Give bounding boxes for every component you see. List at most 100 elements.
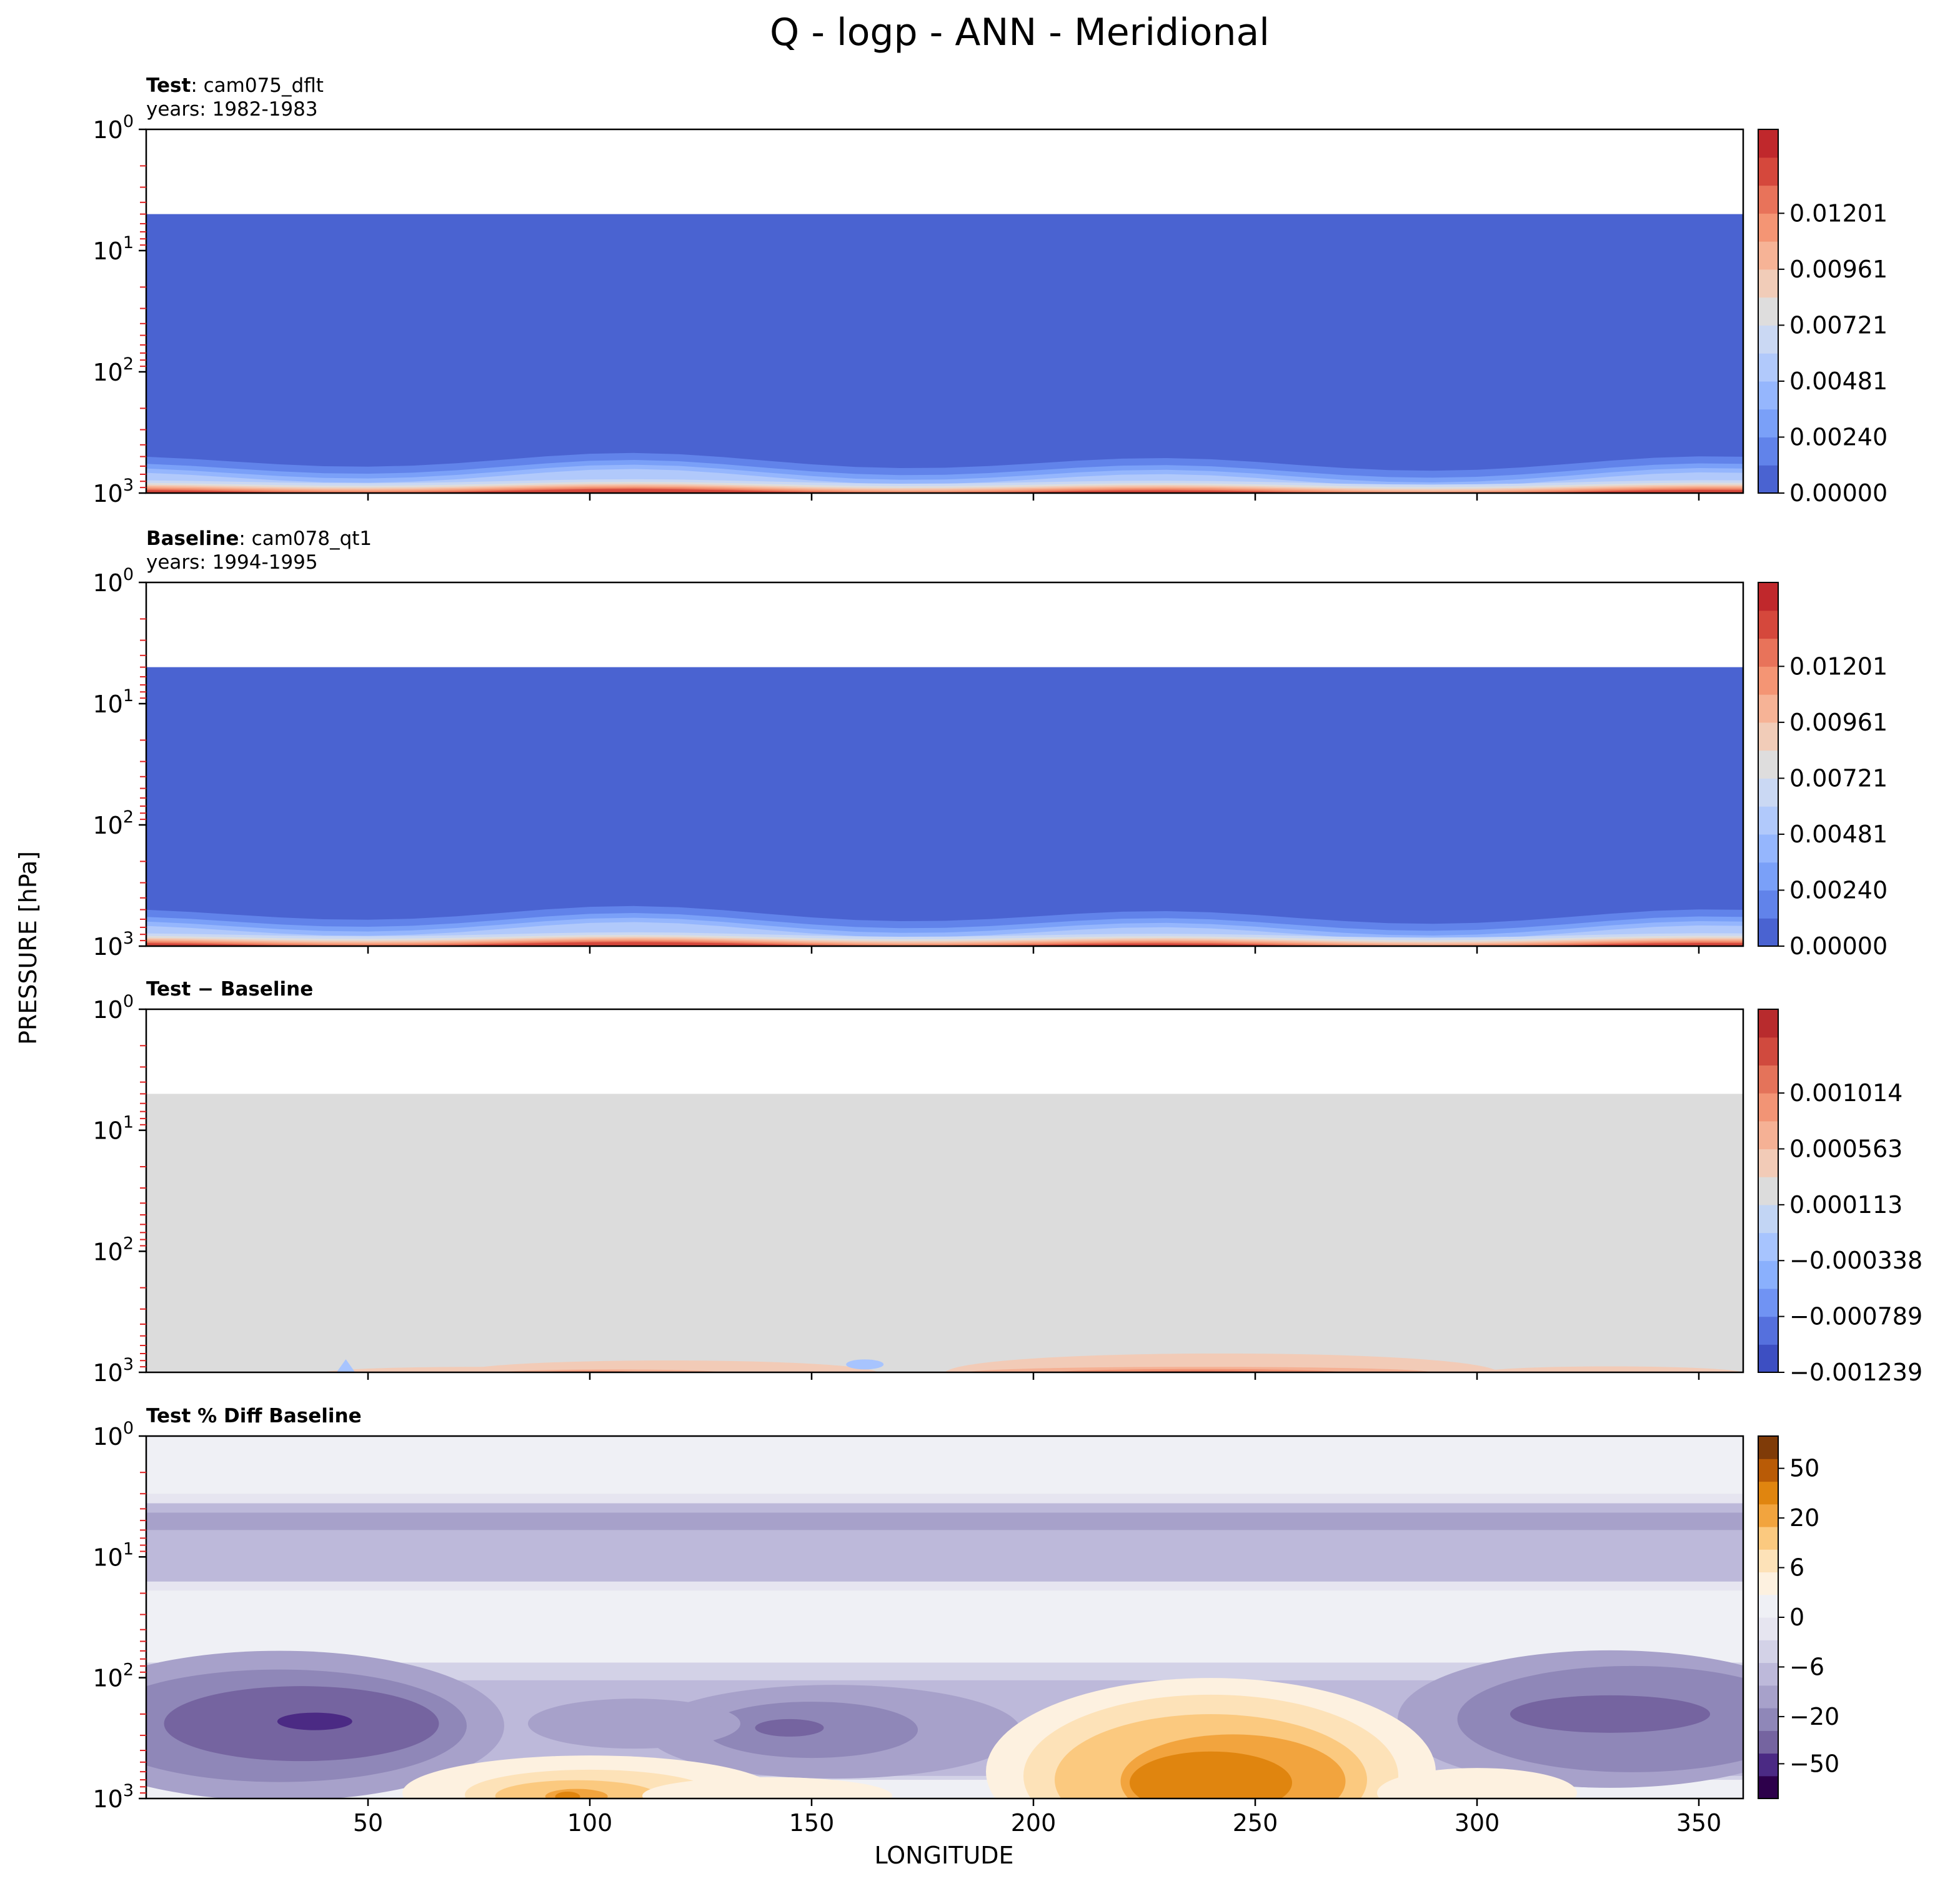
colorbar-tick-label: 0.00961 — [1789, 709, 1888, 736]
contour-band — [555, 1792, 580, 1799]
y-tick-label: 101 — [92, 1113, 134, 1145]
colorbar-segment — [1758, 325, 1778, 354]
contour-band — [146, 942, 1743, 946]
colorbar-segment — [1758, 1527, 1778, 1550]
colorbar: −50 −20 −6 0 6 20 50 — [1758, 1435, 1839, 1799]
colorbar-segment — [1758, 1459, 1778, 1482]
colorbar-frame — [1758, 129, 1779, 494]
y-tick-label: 103 — [92, 1781, 134, 1813]
panel-pctdiff: Test % Diff Baseline 103 102 101 100 50 100 150… — [92, 1405, 1839, 1837]
contour-band — [528, 1699, 740, 1749]
colorbar-segment — [1758, 1730, 1778, 1754]
panel-title: Baseline: cam078_qt1 — [146, 527, 372, 550]
colorbar-tick-label: 0.01201 — [1789, 199, 1888, 227]
y-tick-label: 100 — [92, 565, 134, 597]
y-tick-label: 102 — [92, 1234, 134, 1265]
y-tick-label: 100 — [92, 992, 134, 1024]
colorbar-segment — [1758, 1708, 1778, 1731]
colorbar-segment — [1758, 862, 1778, 891]
colorbar-segment — [1758, 722, 1778, 751]
colorbar-segment — [1758, 1617, 1778, 1640]
colorbar-tick-label: 0.00721 — [1789, 764, 1888, 792]
colorbar-tick-label: 0.000563 — [1789, 1135, 1903, 1162]
contour-band — [146, 1512, 1743, 1530]
y-tick-label: 103 — [92, 1355, 134, 1387]
colorbar-segment — [1758, 610, 1778, 639]
colorbar-segment — [1758, 1685, 1778, 1709]
contour-band — [1510, 1695, 1710, 1733]
panel-title: Test % Diff Baseline — [146, 1405, 362, 1427]
contour-band — [1130, 1751, 1292, 1799]
contour-band — [1477, 1366, 1743, 1372]
colorbar-segment — [1758, 1232, 1778, 1261]
colorbar-segment — [1758, 1204, 1778, 1234]
colorbar-tick-label: −0.000789 — [1789, 1303, 1923, 1330]
x-tick-label: 350 — [1676, 1809, 1722, 1837]
contour-fill — [146, 214, 1743, 493]
contour-band — [457, 1360, 878, 1372]
colorbar-segment — [1758, 918, 1778, 947]
colorbar-segment — [1758, 1775, 1778, 1799]
colorbar-tick-label: 50 — [1789, 1455, 1819, 1482]
contour-fill — [146, 1094, 1743, 1372]
colorbar-segment — [1758, 778, 1778, 807]
colorbar-tick-label: 0.00961 — [1789, 256, 1888, 283]
colorbar-tick-label: 0.00721 — [1789, 311, 1888, 339]
colorbar-segment — [1758, 834, 1778, 863]
contour-band — [755, 1719, 824, 1737]
colorbar-segment — [1758, 1504, 1778, 1527]
y-axis-label: PRESSURE [hPa] — [14, 851, 42, 1045]
colorbar-tick-label: 6 — [1789, 1554, 1804, 1582]
colorbar-segment — [1758, 1177, 1778, 1205]
colorbar: −0.001239 −0.000789 −0.000338 0.000113 0.000… — [1758, 1009, 1923, 1386]
colorbar-tick-label: 0.00000 — [1789, 479, 1888, 507]
contour-field — [146, 214, 1743, 493]
panel-diff: Test − Baseline103102101100−0.001239−0.0… — [92, 978, 1923, 1387]
x-tick-label: 250 — [1233, 1809, 1278, 1837]
colorbar-segment — [1758, 1594, 1778, 1618]
y-tick-label: 102 — [92, 354, 134, 386]
y-tick-label: 103 — [92, 476, 134, 507]
colorbar: 0.00000 0.00240 0.00481 0.00721 0.00961 0.012… — [1758, 129, 1888, 507]
colorbar-tick-label: 0.00240 — [1789, 423, 1888, 451]
colorbar-segment — [1758, 185, 1778, 214]
contour-field — [146, 667, 1743, 946]
colorbar-segment — [1758, 1093, 1778, 1122]
y-tick-label: 102 — [92, 1660, 134, 1692]
colorbar-segment — [1758, 1481, 1778, 1505]
colorbar-segment — [1758, 1436, 1778, 1459]
colorbar-segment — [1758, 806, 1778, 835]
contour-fill — [146, 667, 1743, 946]
colorbar-segment — [1758, 582, 1778, 611]
colorbar-segment — [1758, 465, 1778, 494]
colorbar-segment — [1758, 1662, 1778, 1686]
contour-band — [277, 1712, 352, 1730]
colorbar-segment — [1758, 1288, 1778, 1317]
contour-band — [846, 1359, 884, 1370]
colorbar-segment — [1758, 1037, 1778, 1065]
colorbar-segment — [1758, 1549, 1778, 1573]
colorbar-segment — [1758, 437, 1778, 466]
panel-title: Test: cam075_dflt — [146, 74, 324, 97]
colorbar-tick-label: 0.00240 — [1789, 876, 1888, 904]
x-tick-label: 150 — [789, 1809, 835, 1837]
colorbar-tick-label: 20 — [1789, 1504, 1819, 1532]
colorbar-tick-label: −0.001239 — [1789, 1359, 1923, 1386]
colorbar-tick-label: −0.000338 — [1789, 1247, 1923, 1274]
y-tick-label: 102 — [92, 807, 134, 839]
colorbar-tick-label: 0.00000 — [1789, 932, 1888, 960]
x-tick-label: 200 — [1011, 1809, 1057, 1837]
colorbar-segment — [1758, 157, 1778, 186]
x-tick-label: 50 — [353, 1809, 383, 1837]
colorbar-tick-label: 0.00481 — [1789, 821, 1888, 848]
colorbar: 0.00000 0.00240 0.00481 0.00721 0.00961 0.012… — [1758, 582, 1888, 960]
colorbar-segment — [1758, 750, 1778, 779]
colorbar-segment — [1758, 269, 1778, 298]
contour-band — [1055, 1369, 1344, 1372]
colorbar-segment — [1758, 129, 1778, 158]
colorbar-segment — [1758, 1640, 1778, 1664]
colorbar-segment — [1758, 638, 1778, 667]
colorbar-segment — [1758, 1065, 1778, 1094]
